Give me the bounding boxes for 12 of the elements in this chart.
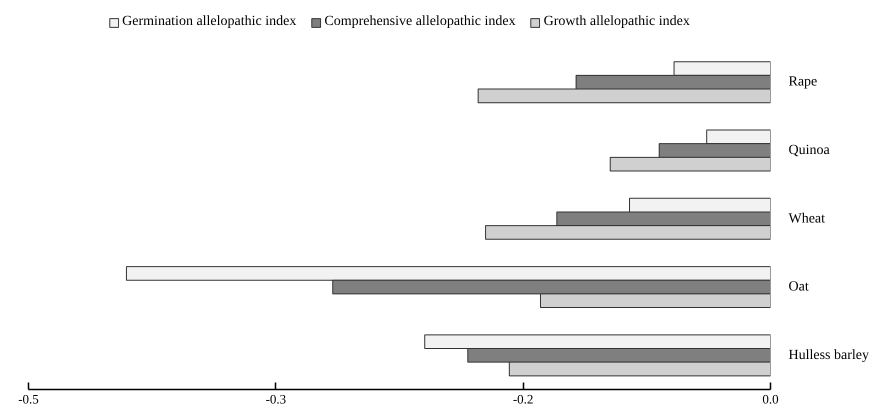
x-tick-label: -0.3 <box>266 392 286 406</box>
x-tick-label: 0.0 <box>762 392 779 406</box>
y-tick-label: Wheat <box>788 211 826 226</box>
y-tick-label: Oat <box>788 280 809 295</box>
y-tick-label: Rape <box>788 74 818 90</box>
y-tick-label: Hulless barley <box>788 348 869 363</box>
legend-label: Germination allelopathic index <box>122 14 296 30</box>
x-tick-label: -0.2 <box>512 392 534 406</box>
x-tick-label: -0.5 <box>18 392 39 406</box>
legend-label: Comprehensive allelopathic index <box>324 14 516 30</box>
legend-label: Growth allelopathic index <box>544 14 690 30</box>
y-tick-label: Quinoa <box>788 142 830 158</box>
